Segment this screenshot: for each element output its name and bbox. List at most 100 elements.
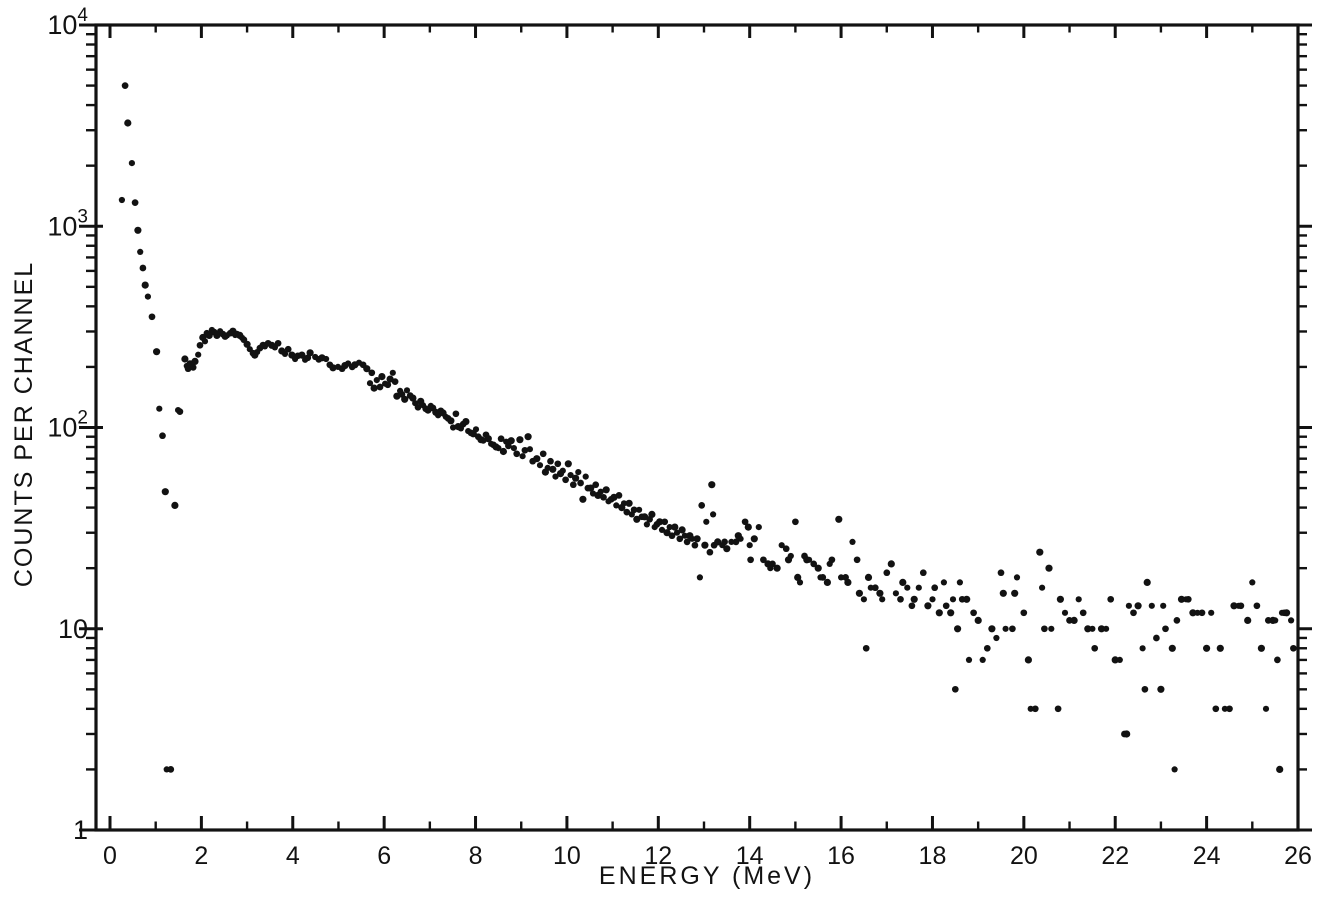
data-point: [828, 556, 836, 564]
data-point: [1054, 705, 1062, 713]
data-point: [908, 602, 916, 610]
data-point: [871, 584, 879, 592]
data-point: [472, 426, 480, 433]
data-point: [505, 442, 512, 450]
data-point: [401, 395, 409, 403]
data-point: [567, 472, 574, 479]
data-point: [956, 579, 964, 586]
data-point: [1134, 602, 1142, 610]
data-point: [562, 476, 569, 484]
data-point: [755, 524, 762, 531]
data-point: [744, 523, 752, 531]
data-point: [708, 481, 716, 489]
data-point: [128, 160, 135, 167]
y-axis-label: COUNTS PER CHANNEL: [10, 261, 38, 587]
data-point: [904, 584, 911, 591]
data-point: [161, 488, 169, 496]
data-point: [915, 584, 922, 591]
data-point: [935, 609, 943, 617]
data-point: [141, 281, 149, 289]
data-point: [648, 510, 656, 518]
data-point: [737, 535, 744, 542]
data-point: [1189, 609, 1197, 617]
data-point: [806, 556, 813, 563]
data-point: [819, 574, 827, 581]
x-tick-label: 8: [469, 842, 483, 870]
y-tick-label: 104: [47, 5, 88, 40]
data-point: [860, 596, 868, 603]
x-tick-label: 16: [827, 842, 855, 870]
data-point: [1262, 705, 1270, 712]
data-point: [196, 341, 204, 349]
data-point: [274, 339, 282, 347]
data-point: [1009, 625, 1016, 633]
data-point: [1048, 625, 1055, 632]
data-point: [510, 445, 517, 452]
data-point: [539, 450, 547, 458]
data-points: [118, 82, 1297, 774]
data-point: [835, 515, 843, 523]
data-point: [582, 473, 589, 480]
data-point: [862, 644, 870, 652]
data-point: [124, 119, 132, 127]
data-point: [575, 469, 582, 476]
data-point: [1272, 617, 1279, 624]
data-point: [306, 349, 314, 357]
data-point: [1031, 705, 1039, 713]
y-tick-label: 10: [58, 614, 88, 644]
data-point: [370, 384, 378, 392]
data-point: [148, 313, 156, 321]
data-point: [924, 602, 932, 610]
data-point: [1212, 705, 1220, 713]
data-point: [600, 493, 607, 501]
data-point: [1237, 602, 1245, 610]
data-point: [661, 518, 669, 526]
data-point: [144, 293, 151, 300]
data-point: [1013, 574, 1021, 581]
data-point: [746, 542, 753, 549]
data-point: [366, 380, 374, 387]
data-point: [323, 355, 330, 363]
data-point: [698, 502, 706, 509]
data-point: [1274, 656, 1281, 664]
data-point: [887, 560, 895, 568]
data-point: [376, 383, 384, 391]
data-point: [450, 424, 457, 431]
data-point: [1203, 644, 1211, 652]
x-tick-label: 20: [1010, 842, 1038, 870]
data-point: [643, 521, 651, 528]
data-point: [139, 264, 147, 272]
data-point: [703, 518, 710, 525]
data-point: [298, 351, 306, 359]
data-point: [513, 450, 521, 458]
data-point: [189, 364, 197, 371]
data-point: [769, 560, 776, 568]
data-point: [1079, 609, 1087, 617]
data-point: [658, 526, 666, 534]
data-point: [814, 564, 822, 572]
data-point: [1002, 625, 1009, 632]
data-point: [879, 596, 886, 603]
data-point: [1283, 609, 1291, 617]
data-point: [547, 457, 554, 465]
data-point: [378, 373, 386, 381]
data-point: [693, 535, 701, 543]
data-point: [954, 625, 962, 633]
data-point: [191, 357, 199, 365]
data-point: [787, 552, 794, 560]
data-point: [1036, 548, 1044, 556]
data-point: [689, 535, 696, 542]
data-point: [1249, 579, 1256, 586]
data-point: [1070, 616, 1078, 625]
data-point: [181, 355, 189, 363]
data-point: [171, 501, 179, 509]
data-point: [676, 535, 684, 543]
data-point: [195, 351, 202, 358]
data-point: [630, 506, 638, 514]
data-point: [760, 556, 767, 564]
data-point: [1288, 617, 1295, 624]
data-point: [979, 656, 986, 664]
data-point: [721, 538, 728, 546]
